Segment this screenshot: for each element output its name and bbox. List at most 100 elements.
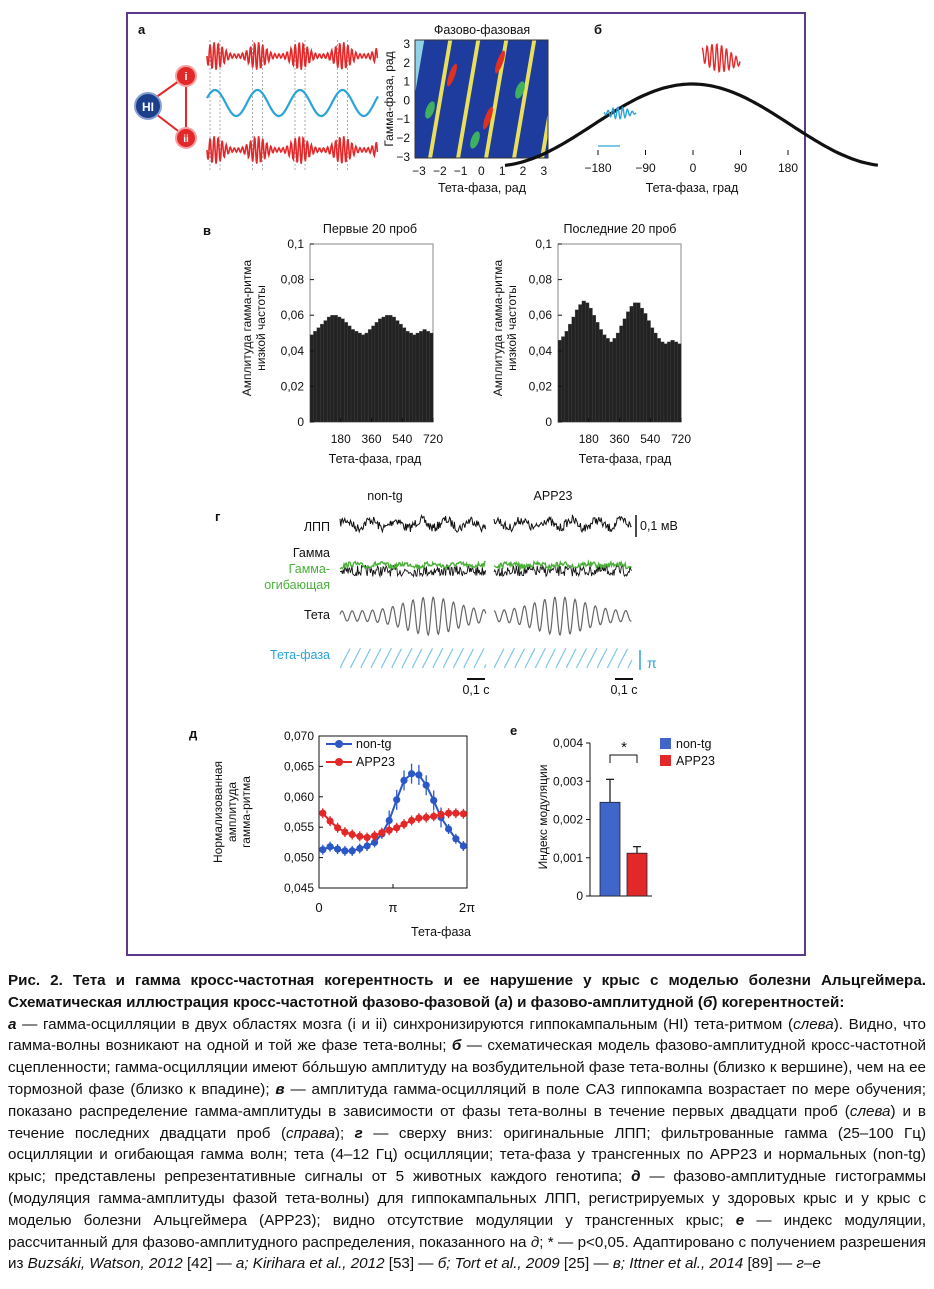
panel-g: г non-tg APP23 ЛПП Гамма Гамма- огибающа… (215, 489, 678, 697)
d-point-app23 (445, 809, 453, 817)
caption-ref-1-num: [42] — (182, 1255, 236, 1273)
heatmap-xtick: 2 (520, 164, 527, 178)
caption-ref-3-num: [25] — (559, 1255, 613, 1273)
hist-bar (578, 304, 583, 423)
hist-bar (340, 318, 345, 423)
d-point-nontg (385, 816, 393, 825)
caption-text-b: — схематическая модель фазово-амплитудно… (8, 1037, 926, 1098)
hist-bar (561, 336, 566, 423)
d-point-app23 (348, 830, 356, 839)
hist-bar (592, 315, 597, 423)
hist-bar (595, 322, 600, 423)
g-signal-traces (339, 514, 633, 669)
hist-bar (337, 316, 342, 423)
hist-bar (670, 339, 675, 423)
d-legend-app23: APP23 (356, 755, 395, 769)
theta-cycle-curve (504, 82, 879, 167)
b-xlabel: Тета-фаза, град (646, 181, 739, 195)
hist-bar (388, 315, 393, 423)
heatmap-ytick: −3 (396, 150, 410, 164)
d-ytick: 0,050 (284, 851, 314, 865)
g-col-nontg: non-tg (367, 489, 402, 503)
hist-bar (357, 332, 362, 423)
hist-bar (602, 334, 607, 423)
heatmap-xtick: 3 (540, 164, 547, 178)
d-point-nontg (422, 781, 430, 789)
d-point-app23 (341, 828, 349, 836)
gamma-trace-ii (206, 135, 379, 164)
g-row-lfp: ЛПП (304, 520, 330, 534)
heatmap-xtick: −1 (454, 164, 468, 178)
d-legend-app23-marker (335, 758, 343, 766)
caption-text-a2: ). Видно, что гамма-волны возникают на о… (8, 1015, 926, 1055)
theta-phase-trace (339, 647, 487, 669)
hist-ytick: 0,1 (287, 237, 304, 251)
e-bar-app23 (626, 852, 648, 897)
hist-bar (650, 327, 655, 423)
d-ytick: 0,045 (284, 881, 314, 895)
hist-xtick: 360 (609, 432, 629, 446)
d-point-app23 (437, 810, 445, 819)
heatmap-hotspot (483, 106, 493, 130)
e-ylabel: Индекс модуляции (536, 765, 550, 870)
hist-bar (378, 318, 383, 423)
heatmap-ytick: 0 (403, 93, 410, 107)
hist-bar (588, 307, 593, 423)
d-point-nontg (459, 842, 467, 850)
hist-xtick: 540 (392, 432, 412, 446)
hist-ytick: 0,06 (281, 308, 305, 322)
hist-bar (612, 338, 617, 423)
hist-bar (619, 325, 624, 423)
panel-v-letter: в (203, 223, 211, 238)
gamma-envelope-trace (493, 559, 632, 571)
node-i (175, 65, 197, 87)
e-significance-star: * (621, 739, 627, 756)
hist-bar (585, 302, 590, 423)
d-point-app23 (326, 817, 334, 825)
caption-label-e: е (735, 1211, 745, 1229)
theta-trace (339, 596, 487, 637)
hist-bar (326, 316, 331, 423)
gamma-trace-i (206, 41, 379, 70)
theta-trace (206, 88, 379, 118)
g-row-theta: Тета (304, 608, 330, 622)
caption-ref-1: Buzsáki, Watson, 2012 (27, 1255, 183, 1273)
hist-bar (626, 311, 631, 423)
d-point-nontg (452, 835, 460, 843)
d-point-app23 (363, 833, 371, 842)
theta-phase-trace (493, 647, 633, 669)
hist-bar (622, 318, 627, 423)
d-ytick: 0,060 (284, 790, 314, 804)
gamma-trace (493, 564, 632, 578)
heatmap-band (415, 40, 453, 158)
hist-xtick: 720 (423, 432, 443, 446)
hist-ytick: 0,1 (535, 237, 552, 251)
hist-ytick: 0,04 (281, 344, 305, 358)
hist-ytick: 0,04 (529, 344, 553, 358)
d-ytick: 0,070 (284, 729, 314, 743)
v-left-title: Первые 20 проб (323, 222, 417, 236)
d-point-app23 (385, 826, 393, 834)
v-right-title: Последние 20 проб (564, 222, 677, 236)
heatmap-edge (566, 30, 596, 170)
panel-v: в Первые 20 проб Последние 20 проб Ампли… (203, 222, 691, 466)
hist-bar (350, 329, 355, 423)
g-row-envelope-1: Гамма- (289, 562, 330, 576)
v-right-histogram: 0,1 0,08 0,06 0,04 0,02 0 180 360 540 720 (529, 237, 692, 446)
caption-title: Тета и гамма кросс-частотная когерентнос… (8, 972, 926, 1011)
phase-phase-heatmap (415, 30, 596, 170)
d-legend-nontg: non-tg (356, 737, 391, 751)
hist-bar (615, 332, 620, 423)
heatmap-ytick: −1 (396, 112, 410, 126)
b-xtick: −90 (635, 161, 656, 175)
scale-time-1-label: 0,1 с (462, 683, 489, 697)
e-bar-nontg (599, 801, 621, 897)
gamma-envelope-trace (339, 560, 486, 571)
heatmap-ytick: 2 (403, 56, 410, 70)
d-point-app23 (356, 832, 364, 840)
caption-ref-3: б; Tort et al., 2009 (437, 1255, 560, 1273)
d-point-nontg (356, 844, 364, 853)
caption-text-a: — гамма-осцилляции в двух областях мозга… (16, 1015, 794, 1033)
figure-frame (126, 12, 806, 956)
hist-bar (405, 331, 410, 423)
